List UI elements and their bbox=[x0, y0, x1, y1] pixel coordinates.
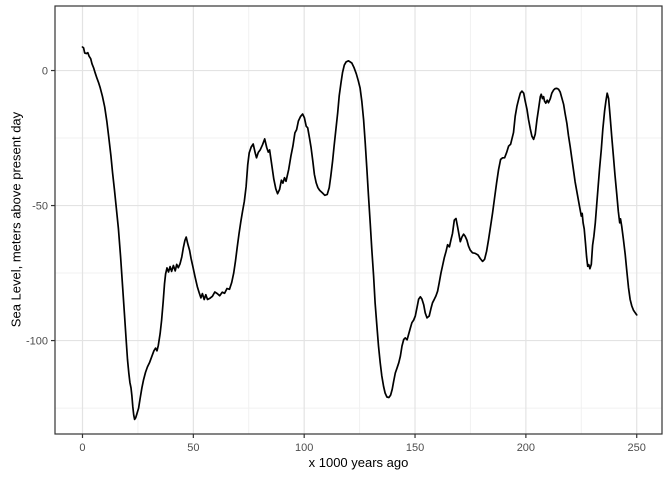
y-axis-title: Sea Level, meters above present day bbox=[8, 111, 24, 328]
x-axis-title: x 1000 years ago bbox=[308, 455, 409, 470]
x-tick-label: 150 bbox=[406, 442, 424, 454]
panel-background bbox=[55, 6, 662, 434]
x-tick-label: 200 bbox=[517, 442, 535, 454]
y-tick-label: 0 bbox=[42, 66, 48, 78]
y-tick-label: -50 bbox=[32, 201, 48, 213]
x-tick-label: 50 bbox=[187, 442, 199, 454]
panel-border bbox=[54, 5, 663, 435]
x-tick-label: 250 bbox=[628, 442, 646, 454]
y-tick-label: -100 bbox=[26, 336, 48, 348]
x-tick-label: 100 bbox=[295, 442, 313, 454]
sea-level-line bbox=[81, 46, 638, 421]
x-tick-label: 0 bbox=[79, 442, 85, 454]
